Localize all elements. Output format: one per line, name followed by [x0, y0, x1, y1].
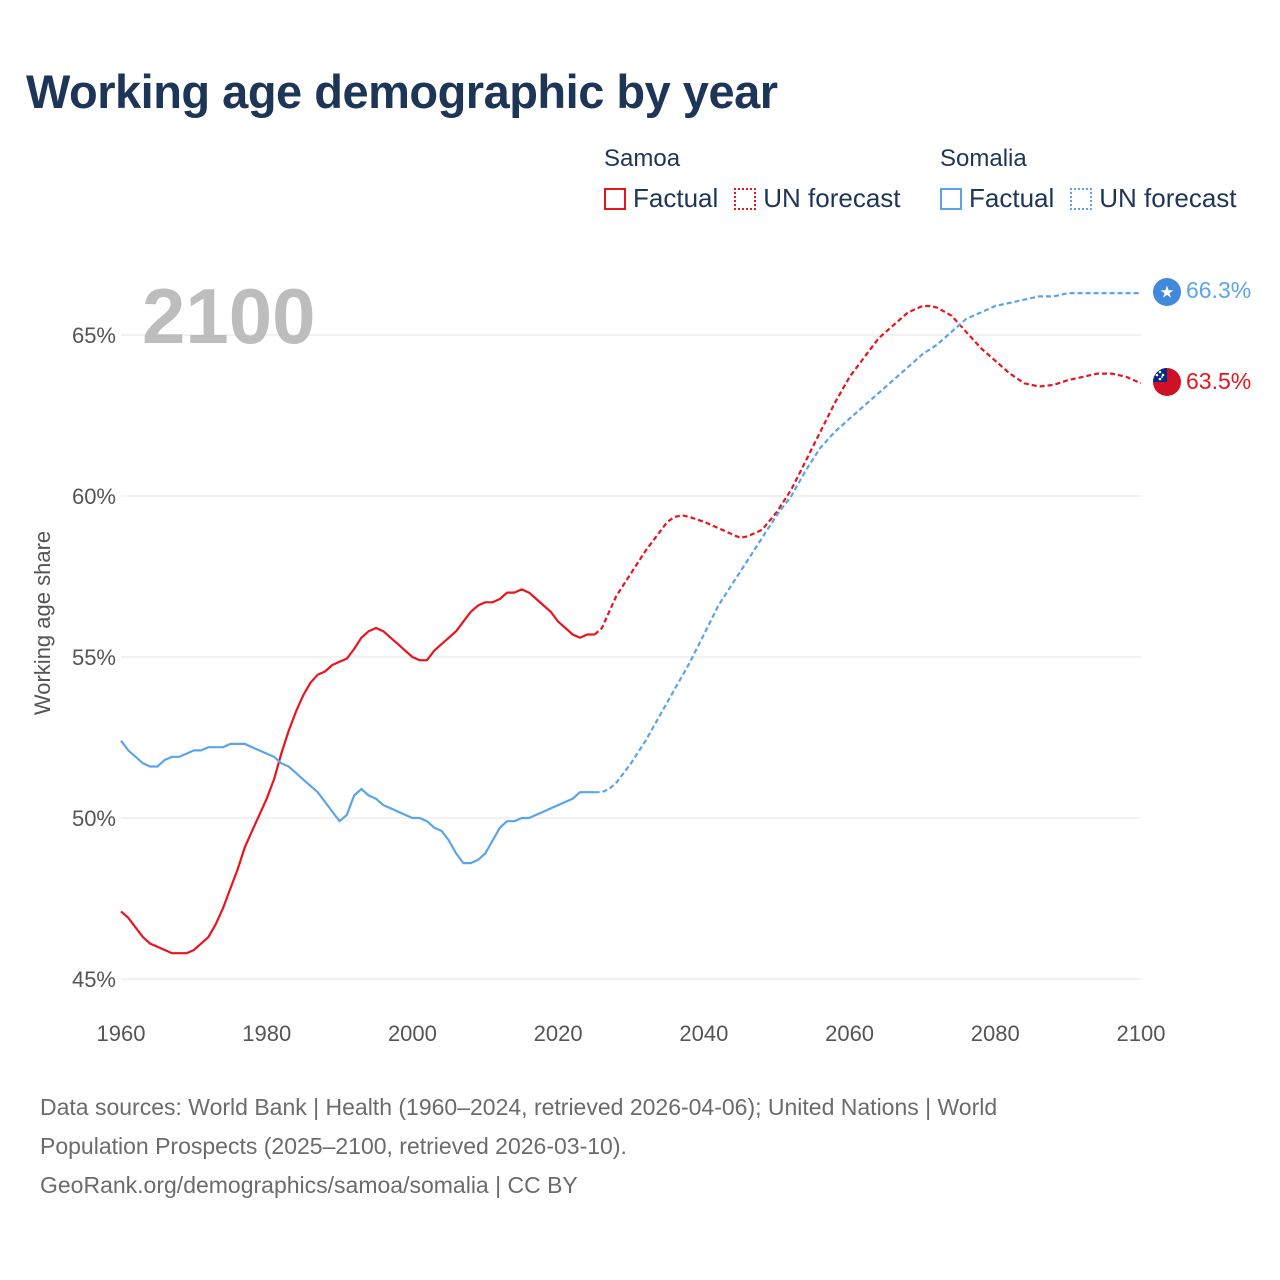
x-tick-label: 2080: [971, 1021, 1020, 1046]
y-tick-label: 50%: [72, 806, 116, 831]
current-year-label: 2100: [142, 272, 316, 360]
legend-label: UN forecast: [763, 183, 901, 213]
footer-line: GeoRank.org/demographics/samoa/somalia |…: [40, 1172, 578, 1198]
legend-item-somalia-forecast[interactable]: UN forecast: [1070, 183, 1237, 214]
x-tick-label: 2000: [388, 1021, 437, 1046]
somalia-factual-line: [120, 740, 595, 865]
legend-group-name: Samoa: [604, 145, 681, 172]
legend-item-somalia-factual[interactable]: Factual: [940, 183, 1054, 214]
legend-item-samoa-forecast[interactable]: UN forecast: [734, 183, 901, 214]
legend-label: UN forecast: [1099, 183, 1237, 213]
dotted-swatch-icon: [734, 187, 757, 210]
legend-group-name: Somalia: [940, 145, 1027, 172]
legend-label: Factual: [969, 183, 1055, 213]
y-tick-label: 45%: [72, 967, 116, 992]
samoa-end-value: 63.5%: [1186, 368, 1251, 394]
footer-sources: Data sources: World Bank | Health (1960–…: [40, 1088, 1220, 1205]
y-tick-label: 65%: [72, 323, 116, 348]
y-tick-label: 60%: [72, 484, 116, 509]
legend-group-samoa: Samoa Factual UN forecast: [604, 145, 917, 214]
samoa-forecast-line: [593, 304, 1142, 636]
solid-swatch-icon: [604, 187, 626, 210]
x-tick-label: 1960: [97, 1021, 146, 1046]
x-tick-label: 2040: [679, 1021, 728, 1046]
y-axis-title: Working age share: [30, 531, 55, 715]
y-tick-label: 55%: [72, 645, 116, 670]
samoa-flag-icon: [1153, 368, 1181, 396]
somalia-flag-icon: [1153, 278, 1181, 306]
chart-title: Working age demographic by year: [26, 65, 778, 118]
x-tick-label: 2020: [534, 1021, 583, 1046]
somalia-forecast-line: [594, 292, 1141, 794]
legend-label: Factual: [633, 183, 719, 213]
x-tick-label: 2060: [825, 1021, 874, 1046]
x-tick-label: 1980: [242, 1021, 291, 1046]
legend-item-samoa-factual[interactable]: Factual: [604, 183, 718, 214]
solid-swatch-icon: [940, 187, 962, 210]
line-chart: 2100 45% 50% 55% 60% 65% 1960 1980 2000 2020 204…: [30, 272, 1251, 1046]
x-tick-label: 2100: [1117, 1021, 1166, 1046]
somalia-end-value: 66.3%: [1186, 277, 1251, 303]
dotted-swatch-icon: [1070, 187, 1093, 210]
footer-line: Population Prospects (2025–2100, retriev…: [40, 1133, 627, 1159]
footer-line: Data sources: World Bank | Health (1960–…: [40, 1094, 998, 1120]
samoa-factual-line: [120, 588, 595, 955]
legend-group-somalia: Somalia Factual UN forecast: [940, 145, 1253, 214]
